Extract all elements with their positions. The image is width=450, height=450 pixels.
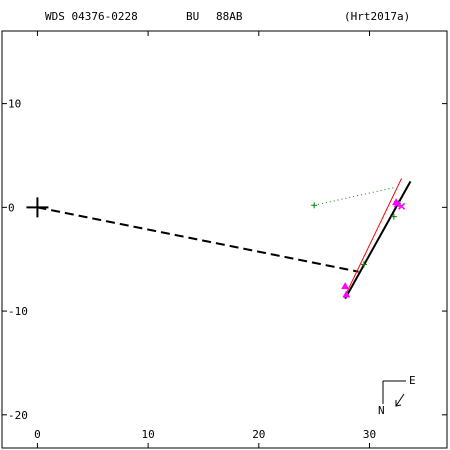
x-tick-label: 30 <box>363 428 376 441</box>
plus-point <box>311 202 318 209</box>
plot-border <box>1 30 448 449</box>
compass-north-label: N <box>378 404 385 417</box>
cross-point <box>393 200 401 208</box>
data-marks <box>26 178 412 300</box>
x-tick-label: 20 <box>252 428 265 441</box>
discoverer-label: BU <box>186 10 199 23</box>
triangle-point <box>341 282 350 290</box>
compass-rose: E N <box>378 374 416 417</box>
plus-point <box>360 261 367 268</box>
motion-arrow-shaft <box>395 393 405 407</box>
dashed-link-line <box>37 206 359 273</box>
primary-star-marker <box>26 197 49 218</box>
y-tick-label: -20 <box>8 409 28 422</box>
x-tick-label: 10 <box>141 428 154 441</box>
plot-frame <box>1 30 448 449</box>
dotted-link-line <box>314 187 394 206</box>
reference-label: (Hrt2017a) <box>344 10 410 23</box>
y-tick-label: 0 <box>8 201 15 214</box>
pair-label: 88AB <box>216 10 243 23</box>
motion-arrow-head <box>395 400 402 407</box>
cross-point <box>398 202 406 210</box>
y-tick-label: -10 <box>8 305 28 318</box>
axis-ticks: 0 10 20 30 10 0 -10 -20 <box>2 31 447 448</box>
wds-id-label: WDS 04376-0228 <box>45 10 138 23</box>
plus-point <box>390 213 397 220</box>
orbit-alt-line <box>345 178 403 294</box>
y-tick-label: 10 <box>8 98 21 111</box>
triangle-point <box>342 290 351 298</box>
orbit-fit-line <box>344 180 412 300</box>
x-tick-label: 0 <box>34 428 41 441</box>
compass-east-label: E <box>409 374 416 387</box>
